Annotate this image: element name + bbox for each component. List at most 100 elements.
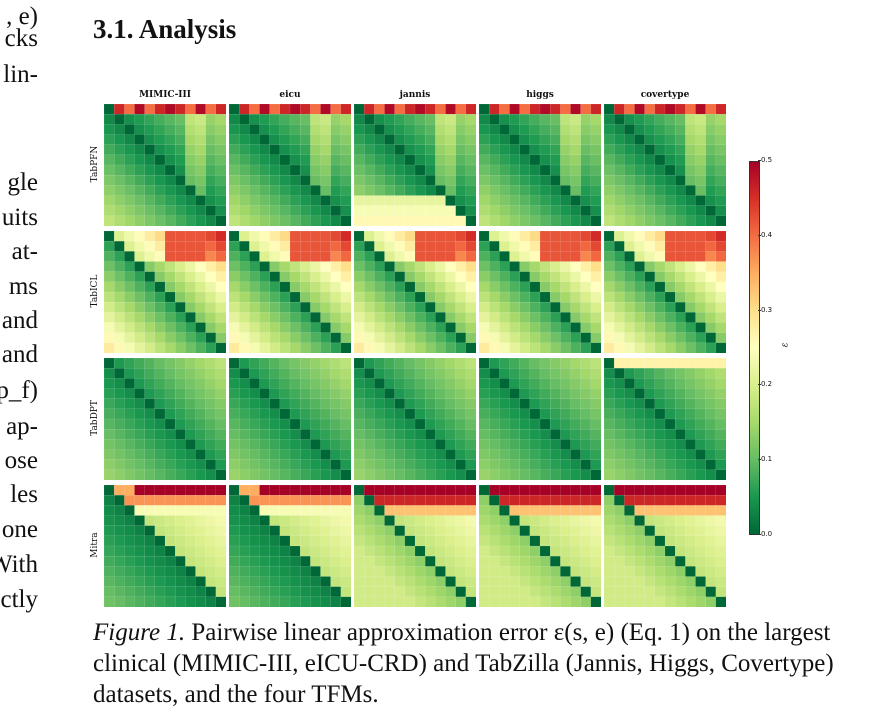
heatmap-cell bbox=[229, 494, 240, 506]
heatmap-cell bbox=[604, 566, 615, 577]
heatmap-cell bbox=[590, 104, 601, 115]
heatmap-cell bbox=[664, 113, 676, 125]
heatmap-cell bbox=[445, 358, 457, 369]
heatmap-cell bbox=[634, 525, 646, 537]
heatmap-cell bbox=[174, 367, 186, 379]
heatmap-cell bbox=[685, 231, 696, 242]
heatmap-cell bbox=[549, 428, 561, 440]
heatmap-cell bbox=[310, 576, 321, 588]
heatmap-cell bbox=[613, 545, 625, 557]
heatmap-cell bbox=[269, 494, 281, 506]
heatmap-cell bbox=[259, 144, 271, 156]
heatmap-cell bbox=[340, 240, 351, 252]
heatmap-cell bbox=[215, 566, 226, 577]
heatmap-cell bbox=[624, 515, 635, 527]
heatmap-cell bbox=[238, 281, 250, 293]
heatmap-cell bbox=[279, 515, 291, 527]
heatmap-cell bbox=[279, 459, 291, 471]
heatmap-cell bbox=[479, 205, 490, 217]
heatmap-cell bbox=[674, 185, 686, 196]
heatmap-cell bbox=[590, 398, 601, 410]
heatmap-cell bbox=[394, 154, 406, 166]
heatmap-cell bbox=[570, 144, 582, 156]
heatmap-cell bbox=[269, 113, 281, 125]
heatmap-cell bbox=[465, 281, 476, 293]
heatmap-cell bbox=[229, 367, 240, 379]
heatmap-cell bbox=[124, 545, 135, 557]
heatmap-cell bbox=[479, 586, 490, 598]
heatmap-cell bbox=[310, 358, 321, 369]
heatmap-cell bbox=[279, 439, 291, 450]
heatmap-cell bbox=[124, 174, 135, 186]
heatmap-cell bbox=[269, 332, 281, 344]
heatmap-cell bbox=[479, 449, 490, 461]
heatmap-cell bbox=[613, 342, 625, 353]
heatmap-cell bbox=[634, 545, 646, 557]
heatmap-cell bbox=[435, 596, 446, 607]
heatmap-cell bbox=[144, 555, 156, 567]
heatmap-cell bbox=[205, 358, 217, 369]
heatmap-cell bbox=[154, 555, 166, 567]
heatmap-cell bbox=[604, 439, 615, 450]
heatmap-cell bbox=[104, 174, 115, 186]
heatmap-cell bbox=[205, 485, 217, 496]
heatmap-cell bbox=[529, 378, 541, 389]
heatmap-cell bbox=[580, 494, 592, 506]
heatmap-cell bbox=[174, 312, 186, 323]
heatmap-cell bbox=[354, 494, 365, 506]
heatmap-cell bbox=[654, 535, 666, 547]
heatmap-cell bbox=[330, 205, 342, 217]
heatmap-cell bbox=[259, 596, 271, 607]
heatmap-cell bbox=[330, 566, 342, 577]
heatmap-cell bbox=[174, 332, 186, 344]
heatmap-cell bbox=[695, 205, 707, 217]
heatmap-cell bbox=[134, 174, 146, 186]
heatmap-cell bbox=[340, 525, 351, 537]
heatmap-cell bbox=[289, 144, 301, 156]
heatmap-cell bbox=[185, 449, 196, 461]
heatmap-cell bbox=[299, 418, 311, 430]
heatmap-cell bbox=[124, 113, 135, 125]
heatmap-cell bbox=[509, 494, 521, 506]
heatmap-cell bbox=[404, 358, 416, 369]
heatmap-cell bbox=[269, 428, 281, 440]
heatmap-cell bbox=[320, 449, 332, 461]
heatmap-cell bbox=[435, 291, 446, 303]
heatmap-cell bbox=[705, 459, 717, 471]
heatmap-cell bbox=[465, 251, 476, 262]
heatmap-cell bbox=[705, 576, 717, 588]
heatmap-cell bbox=[215, 555, 226, 567]
heatmap-cell bbox=[435, 515, 446, 527]
heatmap-cell bbox=[374, 113, 385, 125]
heatmap-cell bbox=[715, 555, 726, 567]
heatmap-cell bbox=[715, 281, 726, 293]
heatmap-cell bbox=[580, 332, 592, 344]
heatmap-cell bbox=[664, 240, 676, 252]
heatmap-cell bbox=[113, 428, 125, 440]
heatmap-cell bbox=[560, 231, 571, 242]
heatmap-cell bbox=[685, 449, 696, 461]
heatmap-cell bbox=[154, 332, 166, 344]
heatmap-cell bbox=[104, 205, 115, 217]
heatmap-cell bbox=[299, 449, 311, 461]
heatmap-cell bbox=[624, 439, 635, 450]
heatmap-cell bbox=[613, 535, 625, 547]
heatmap-cell bbox=[445, 104, 457, 115]
heatmap-cell bbox=[330, 398, 342, 410]
heatmap-cell bbox=[715, 545, 726, 557]
heatmap-cell bbox=[465, 449, 476, 461]
heatmap-cell bbox=[289, 515, 301, 527]
heatmap-cell bbox=[479, 195, 490, 207]
heatmap-cell bbox=[310, 408, 321, 420]
heatmap-cell bbox=[144, 485, 156, 496]
heatmap-cell bbox=[705, 205, 717, 217]
heatmap-cell bbox=[549, 378, 561, 389]
heatmap-cell bbox=[174, 388, 186, 400]
heatmap-cell bbox=[154, 378, 166, 389]
heatmap-cell bbox=[424, 418, 436, 430]
heatmap-cell bbox=[330, 312, 342, 323]
heatmap-cell bbox=[604, 261, 615, 273]
heatmap-cell bbox=[519, 205, 531, 217]
heatmap-cell bbox=[560, 485, 571, 496]
heatmap-cell bbox=[340, 388, 351, 400]
